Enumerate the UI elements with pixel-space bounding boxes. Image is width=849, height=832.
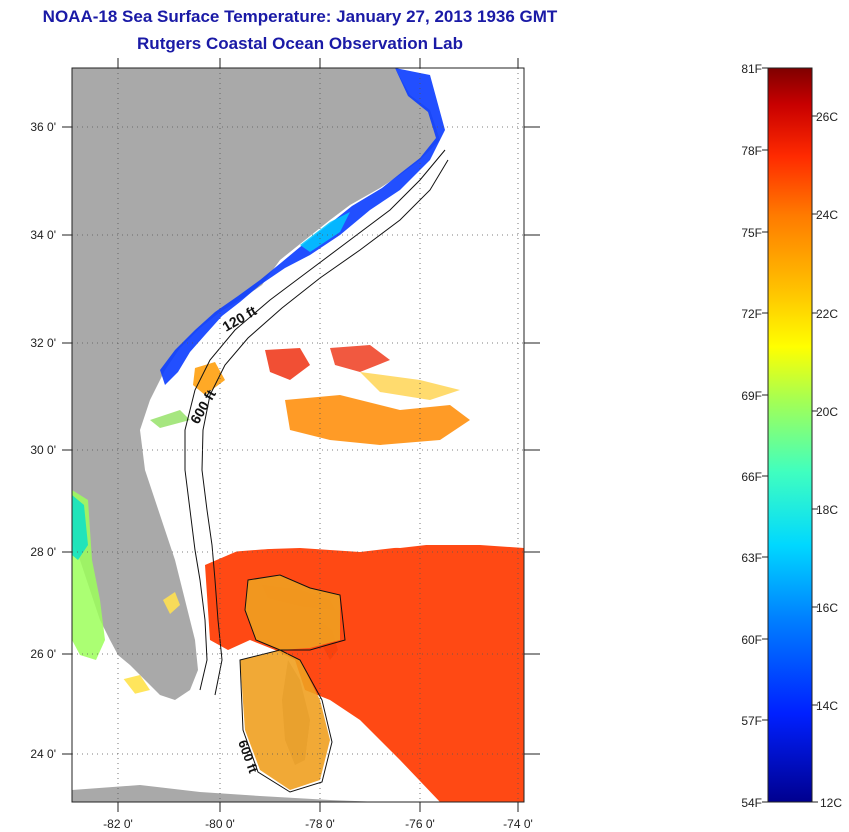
longitude-labels: -82 0' -80 0' -78 0' -76 0' -74 0'	[103, 817, 533, 831]
lat-lon-grid	[72, 68, 524, 802]
lon-label: -78 0'	[305, 817, 335, 831]
sst-offshore-red-2	[330, 345, 390, 372]
colorbar-f-label: 63F	[741, 551, 762, 565]
colorbar-f-label: 60F	[741, 633, 762, 647]
colorbar-c-label: 16C	[816, 601, 838, 615]
isobath-bahamas	[239, 574, 346, 793]
colorbar-c-label: 14C	[816, 699, 838, 713]
map-subtitle: Rutgers Coastal Ocean Observation Lab	[137, 34, 463, 53]
cloud-mask-gulf	[72, 655, 140, 740]
sst-bahamas-bank	[245, 575, 340, 650]
colorbar-c-label: 22C	[816, 307, 838, 321]
sst-florida-shelf-warm	[193, 362, 225, 395]
map-frame	[71, 67, 525, 803]
lat-label: 28 0'	[30, 545, 56, 559]
colorbar-fahrenheit-labels: 81F 78F 75F 72F 69F 66F 63F 60F 57F 54F	[741, 62, 762, 810]
colorbar-f-label: 69F	[741, 389, 762, 403]
map-ticks	[62, 58, 540, 812]
colorbar-c-label: 18C	[816, 503, 838, 517]
sst-gulf-cyan	[72, 495, 88, 560]
lat-label: 34 0'	[30, 228, 56, 242]
colorbar-f-label: 66F	[741, 470, 762, 484]
lat-label: 26 0'	[30, 647, 56, 661]
sst-offshore-red	[265, 348, 310, 380]
land-cuba	[72, 785, 380, 802]
colorbar-f-label: 81F	[741, 62, 762, 76]
lat-label: 30 0'	[30, 443, 56, 457]
colorbar-f-label: 72F	[741, 307, 762, 321]
colorbar-c-label: 20C	[816, 405, 838, 419]
colorbar-c-label: 12C	[820, 796, 842, 810]
lon-label: -76 0'	[405, 817, 435, 831]
sst-cyan-band	[300, 212, 350, 252]
lat-label: 32 0'	[30, 336, 56, 350]
colorbar-f-label: 75F	[741, 226, 762, 240]
lon-label: -82 0'	[103, 817, 133, 831]
land-southeast-us	[72, 68, 440, 700]
lat-label: 36 0'	[30, 120, 56, 134]
isobath-120ft	[184, 149, 446, 691]
sst-bahamas-bank-south	[240, 650, 330, 790]
sst-midshelf-orange	[285, 395, 470, 445]
sst-florida-shelf-green	[150, 410, 190, 428]
temperature-colorbar	[767, 67, 813, 803]
lon-label: -80 0'	[205, 817, 235, 831]
colorbar-celsius-labels: 26C 24C 22C 20C 18C 16C 14C 12C	[816, 110, 842, 810]
map-title: NOAA-18 Sea Surface Temperature: January…	[42, 7, 558, 26]
sst-lake-okeechobee	[163, 592, 180, 614]
lon-label: -74 0'	[503, 817, 533, 831]
latitude-labels: 36 0' 34 0' 32 0' 30 0' 28 0' 26 0' 24 0…	[30, 120, 56, 761]
colorbar-c-label: 24C	[816, 208, 838, 222]
colorbar-f-label: 54F	[741, 796, 762, 810]
isobath-600ft	[201, 159, 449, 696]
colorbar-ticks	[762, 67, 818, 803]
colorbar-f-label: 78F	[741, 144, 762, 158]
sst-cold-coastal	[160, 68, 445, 385]
colorbar-c-label: 26C	[816, 110, 838, 124]
cloud-mask-central	[210, 455, 524, 552]
lat-label: 24 0'	[30, 747, 56, 761]
sst-offshore-yellow	[360, 372, 460, 400]
colorbar-f-label: 57F	[741, 714, 762, 728]
